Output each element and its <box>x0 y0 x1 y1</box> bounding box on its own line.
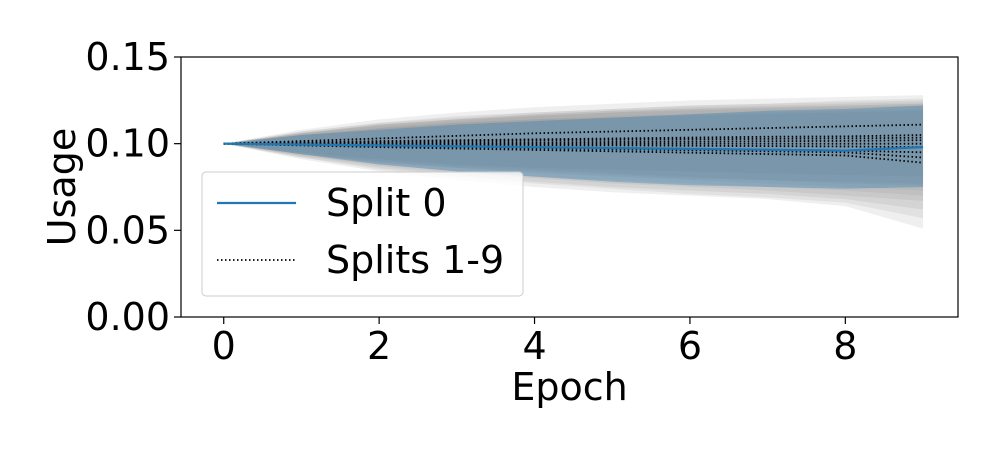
band-split-9 <box>223 110 924 229</box>
x-tick-label: 4 <box>522 324 546 368</box>
y-tick-label: 0.05 <box>85 208 170 252</box>
x-axis-label: Epoch <box>511 365 627 409</box>
y-axis: 0.00 0.05 0.10 0.15 <box>85 35 181 339</box>
band-split-4 <box>223 102 924 191</box>
y-axis-label: Usage <box>40 128 84 246</box>
line-split-0 <box>223 142 924 152</box>
series-lines <box>223 123 924 164</box>
band-split-2 <box>223 100 924 184</box>
y-tick-label: 0.10 <box>85 122 170 166</box>
line-split-9 <box>223 142 924 164</box>
legend-label-splits-1-9: Splits 1-9 <box>326 238 504 282</box>
y-tick-label: 0.15 <box>85 35 170 79</box>
band-split-3 <box>223 103 924 186</box>
x-axis: 0 2 4 6 8 <box>212 317 857 368</box>
confidence-bands <box>223 95 924 229</box>
plot-frame <box>180 56 959 318</box>
x-tick-label: 2 <box>367 324 391 368</box>
x-tick-label: 0 <box>212 324 236 368</box>
x-tick-label: 6 <box>678 324 702 368</box>
x-tick-label: 8 <box>833 324 857 368</box>
line-split-1 <box>223 123 924 145</box>
band-split-7 <box>223 105 924 210</box>
legend-label-split-0: Split 0 <box>326 181 447 225</box>
band-split-1 <box>223 95 924 177</box>
y-tick-label: 0.00 <box>85 295 170 339</box>
legend: Split 0 Splits 1-9 <box>201 171 524 297</box>
